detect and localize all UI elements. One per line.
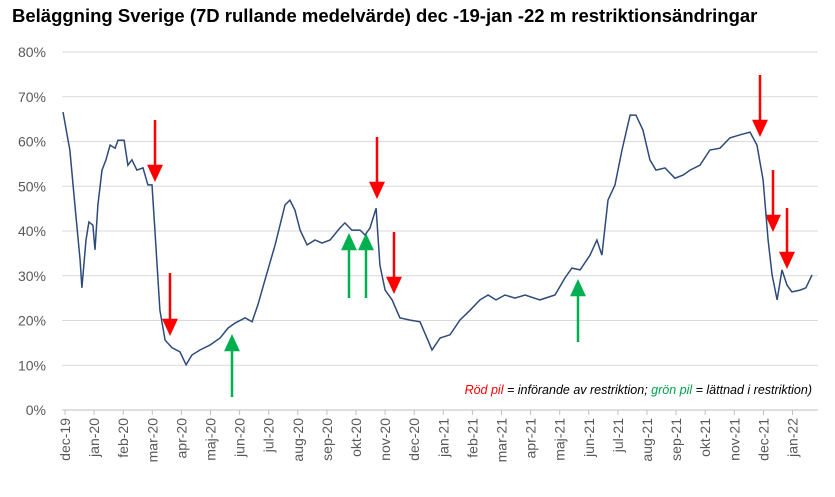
arrows (147, 75, 795, 397)
x-tick-label: maj-20 (203, 418, 219, 461)
y-tick-label: 70% (18, 89, 46, 105)
x-tick-label: sep-20 (319, 418, 335, 461)
y-tick-label: 80% (18, 44, 46, 60)
x-tick-label: feb-20 (115, 418, 131, 458)
x-tick-label: okt-21 (697, 418, 713, 457)
x-tick-label: dec-21 (755, 418, 771, 461)
x-tick-label: dec-19 (57, 418, 73, 461)
x-tick-label: sep-21 (668, 418, 684, 461)
x-tick-label: feb-21 (464, 418, 480, 458)
y-tick-label: 20% (18, 313, 46, 329)
annotation: Röd pil = införande av restriktion; grön… (465, 383, 812, 397)
x-tick-label: nov-20 (377, 418, 393, 461)
x-tick-label: maj-21 (552, 418, 568, 461)
annotation-part: = införande av restriktion; (504, 383, 652, 397)
x-tick-label: mar-21 (494, 418, 510, 463)
y-tick-label: 0% (26, 402, 46, 418)
x-tick-label: jun-21 (581, 418, 597, 458)
chart-title: Beläggning Sverige (7D rullande medelvär… (12, 5, 757, 26)
x-tick-label: jan-21 (435, 418, 451, 458)
x-tick-label: jul-20 (261, 418, 277, 453)
x-tick-label: aug-21 (639, 418, 655, 462)
x-tick-label: jul-21 (610, 418, 626, 453)
y-tick-label: 60% (18, 134, 46, 150)
x-tick-label: apr-20 (173, 418, 189, 459)
data-line (62, 111, 813, 367)
x-tick-label: mar-20 (144, 418, 160, 463)
annotation-part: grön pil (651, 383, 693, 397)
grid (62, 51, 818, 411)
x-tick-label: nov-21 (726, 418, 742, 461)
y-tick-label: 40% (18, 223, 46, 239)
x-tick-label: dec-20 (406, 418, 422, 461)
y-tick-label: 30% (18, 268, 46, 284)
x-tick-label: jan-22 (785, 418, 801, 458)
y-tick-label: 10% (18, 357, 46, 373)
x-tick-label: jun-20 (232, 418, 248, 458)
x-tick-label: aug-20 (290, 418, 306, 462)
x-tick-label: jan-20 (86, 418, 102, 458)
annotation-part: Röd pil (465, 383, 505, 397)
x-tick-label: okt-20 (348, 418, 364, 457)
y-tick-label: 50% (18, 178, 46, 194)
x-tick-label: apr-21 (523, 418, 539, 459)
annotation-part: = lättnad i restriktion) (692, 383, 812, 397)
